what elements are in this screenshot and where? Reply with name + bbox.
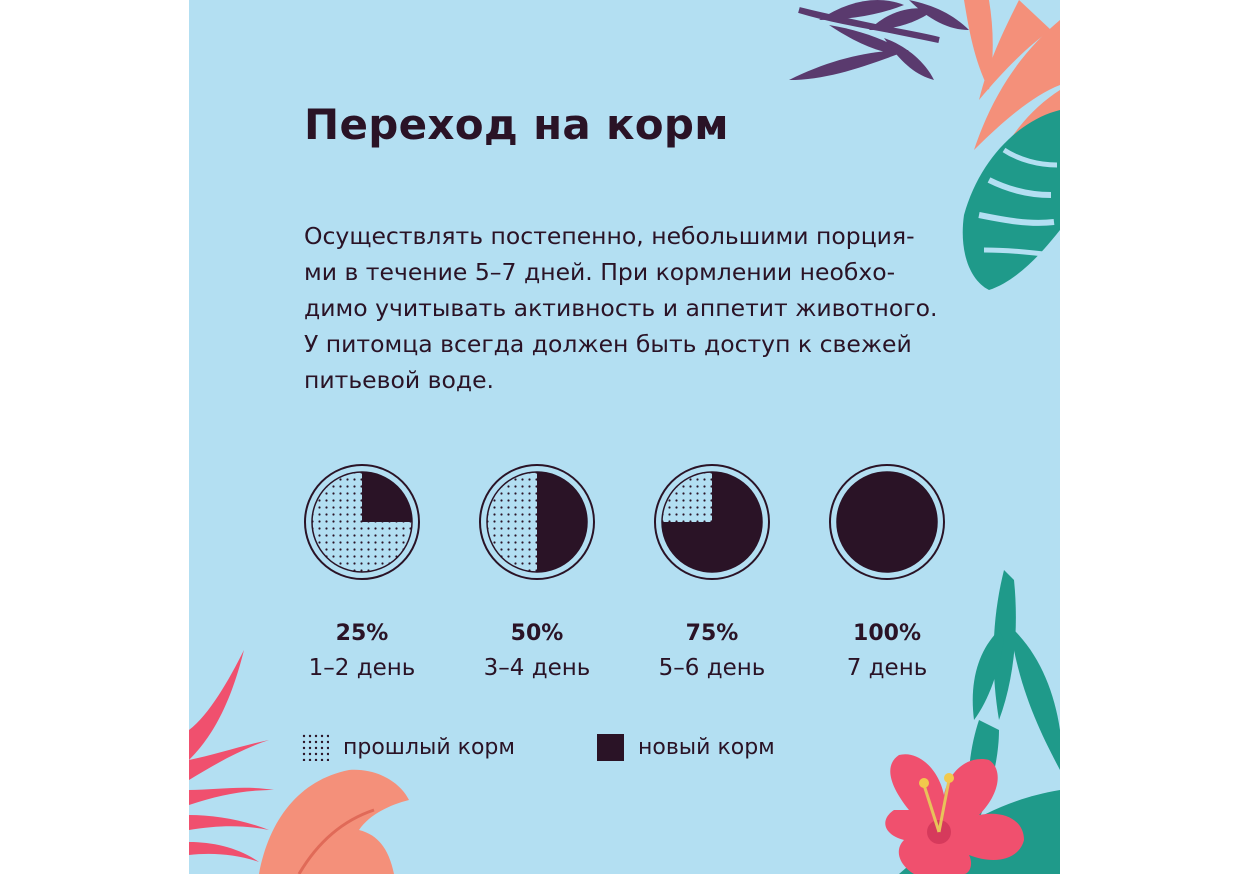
pie-inner-ring [661, 471, 763, 573]
stage-percent: 50% [510, 621, 564, 646]
pie-new-food-slice [362, 472, 412, 522]
stage-2: 50% 3–4 день [467, 462, 607, 683]
description-line: У питомца всегда должен быть доступ к св… [304, 330, 912, 358]
pie-outer-ring [829, 464, 945, 580]
pie-chart-75 [654, 464, 770, 580]
stage-days: 5–6 день [658, 655, 766, 681]
solid-square-icon [597, 733, 624, 761]
description-line: димо учитывать активность и аппетит живо… [304, 294, 938, 322]
stage-percent: 100% [853, 621, 921, 646]
legend-new-food-label: новый корм [638, 734, 775, 760]
legend-new-food: новый корм [597, 732, 775, 762]
description: Осуществлять постепенно, небольшими порц… [304, 218, 984, 398]
pie-inner-ring [836, 471, 938, 573]
pie-chart-100 [829, 464, 945, 580]
description-line: Осуществлять постепенно, небольшими порц… [304, 222, 915, 250]
stage-percent: 75% [685, 621, 739, 646]
pie-outer-ring [304, 464, 420, 580]
legend-old-food: прошлый корм [301, 732, 515, 762]
pie-chart-25 [304, 464, 420, 580]
page-title: Переход на корм [304, 100, 729, 149]
pie-outer-ring [479, 464, 595, 580]
pie-inner-ring [311, 471, 413, 573]
stage-days: 7 день [846, 655, 928, 681]
pie-new-food-slice [837, 472, 937, 572]
infographic-card: Переход на корм Осуществлять постепенно,… [189, 0, 1060, 874]
pie-chart-50 [479, 464, 595, 580]
stage-3: 75% 5–6 день [642, 462, 782, 683]
pie-outer-ring [654, 464, 770, 580]
pie-inner-ring [486, 471, 588, 573]
stage-4: 100% 7 день [817, 462, 957, 683]
stage-days: 3–4 день [483, 655, 591, 681]
pie-new-food-slice [662, 472, 762, 572]
description-line: ми в течение 5–7 дней. При кормлении нео… [304, 258, 896, 286]
legend-old-food-label: прошлый корм [343, 734, 515, 760]
stage-days: 1–2 день [308, 655, 416, 681]
description-line: питьевой воде. [304, 366, 495, 394]
dotted-pattern-icon [302, 734, 329, 761]
stage-percent: 25% [335, 621, 389, 646]
pie-new-food-slice [537, 472, 587, 572]
stage-1: 25% 1–2 день [292, 462, 432, 683]
